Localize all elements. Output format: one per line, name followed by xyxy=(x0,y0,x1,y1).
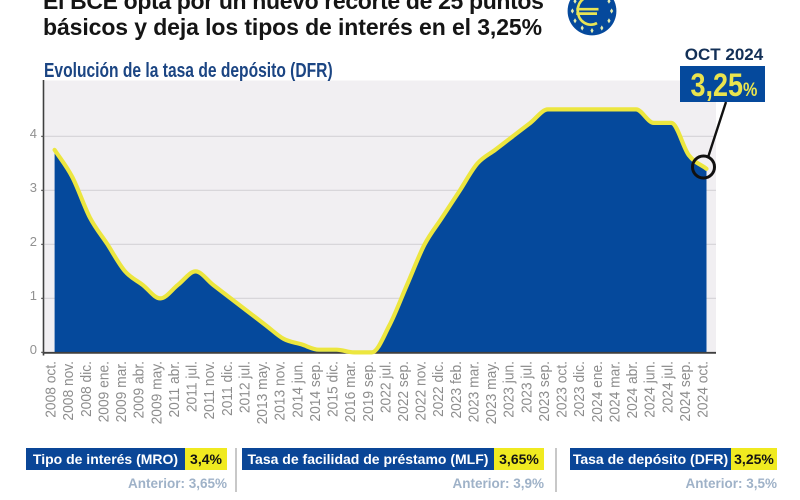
svg-text:2024 abr.: 2024 abr. xyxy=(625,361,642,419)
svg-text:1: 1 xyxy=(30,288,37,303)
svg-text:3,25%: 3,25% xyxy=(691,68,758,104)
svg-text:2016 mar.: 2016 mar. xyxy=(343,361,360,422)
svg-text:2014 sep.: 2014 sep. xyxy=(307,361,324,422)
svg-text:2022 nov.: 2022 nov. xyxy=(413,361,430,421)
svg-text:2013 nov.: 2013 nov. xyxy=(272,361,289,421)
svg-text:2022 sep.: 2022 sep. xyxy=(396,361,413,422)
svg-text:2024 jun.: 2024 jun. xyxy=(642,361,659,418)
svg-text:2023 oct.: 2023 oct. xyxy=(554,361,571,418)
svg-text:2023 may.: 2023 may. xyxy=(484,361,501,424)
svg-text:2008 nov.: 2008 nov. xyxy=(61,361,78,421)
svg-text:2024 mar.: 2024 mar. xyxy=(607,361,624,422)
svg-text:3: 3 xyxy=(30,180,37,195)
svg-text:2: 2 xyxy=(30,234,37,249)
svg-text:2023 mar.: 2023 mar. xyxy=(466,361,483,422)
svg-text:2022 dic.: 2022 dic. xyxy=(431,361,448,417)
svg-text:2024 sep.: 2024 sep. xyxy=(677,361,694,422)
svg-text:2022 jul.: 2022 jul. xyxy=(378,361,395,413)
svg-text:2011 nov.: 2011 nov. xyxy=(202,361,219,420)
svg-text:2015 dic.: 2015 dic. xyxy=(325,361,342,417)
svg-text:2009 abr.: 2009 abr. xyxy=(131,361,148,419)
svg-text:2023 sep.: 2023 sep. xyxy=(537,361,554,422)
svg-text:2011 jul.: 2011 jul. xyxy=(184,361,201,412)
svg-text:2014 jun.: 2014 jun. xyxy=(290,361,307,418)
svg-text:2008 oct.: 2008 oct. xyxy=(43,361,60,418)
svg-text:2011 abr.: 2011 abr. xyxy=(166,361,183,418)
svg-text:2011 dic.: 2011 dic. xyxy=(219,361,236,416)
svg-text:OCT 2024: OCT 2024 xyxy=(685,45,764,64)
svg-text:0: 0 xyxy=(30,342,37,357)
svg-text:2023 dic.: 2023 dic. xyxy=(572,361,589,417)
svg-text:2008 dic.: 2008 dic. xyxy=(78,361,95,417)
svg-text:2023 jun.: 2023 jun. xyxy=(501,361,518,418)
svg-text:2013 may.: 2013 may. xyxy=(255,361,272,424)
svg-text:2012 jul.: 2012 jul. xyxy=(237,361,254,413)
svg-text:2019 sep.: 2019 sep. xyxy=(360,361,377,422)
svg-text:2024 jul.: 2024 jul. xyxy=(660,361,677,413)
svg-text:4: 4 xyxy=(30,126,37,141)
svg-text:2009 mar.: 2009 mar. xyxy=(114,361,131,422)
svg-text:2024 oct.: 2024 oct. xyxy=(695,361,712,418)
svg-text:2009 ene.: 2009 ene. xyxy=(96,361,113,422)
svg-text:2009 may.: 2009 may. xyxy=(149,361,166,424)
svg-text:2023 jul.: 2023 jul. xyxy=(519,361,536,413)
svg-text:2023 feb.: 2023 feb. xyxy=(448,361,465,419)
svg-text:2024 ene.: 2024 ene. xyxy=(589,361,606,422)
